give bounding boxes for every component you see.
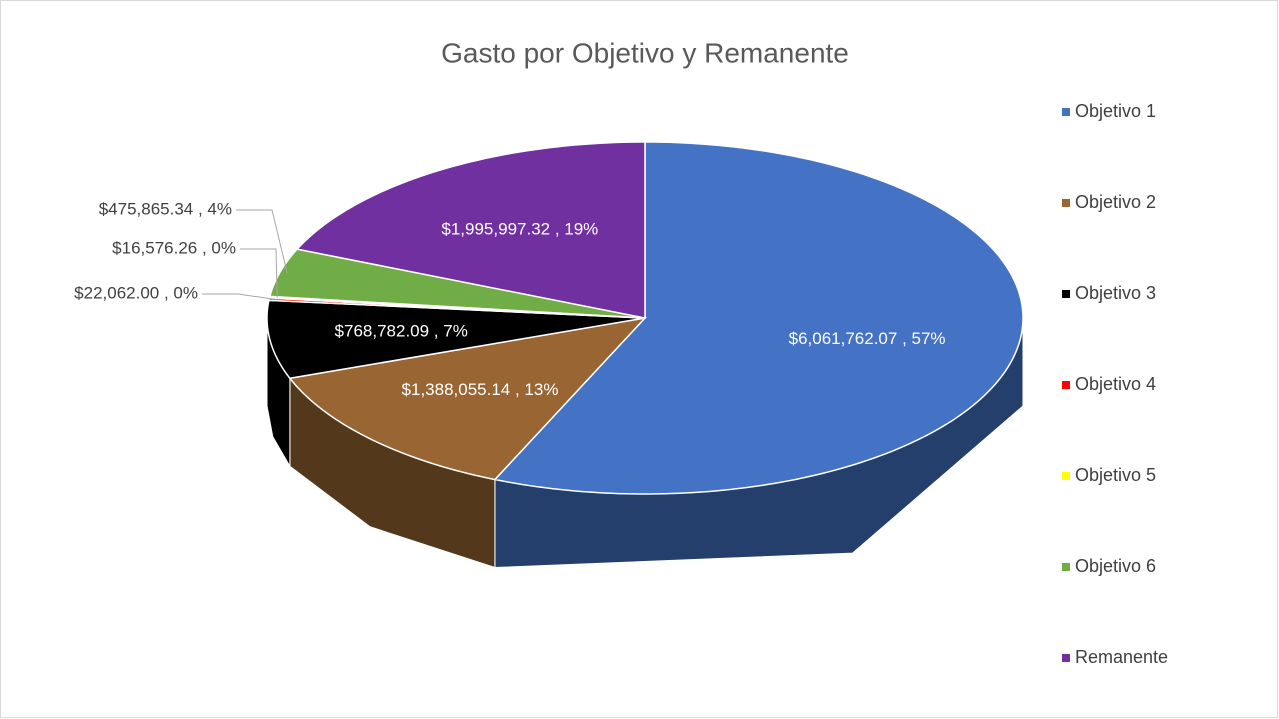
legend-label: Objetivo 6 [1075,556,1156,576]
pie-slice [493,141,1024,495]
data-label: $768,782.09 , 7% [335,322,468,341]
leader-line [202,293,277,301]
pie-tops [266,141,1024,495]
legend-swatch [1062,199,1070,207]
legend-label: Remanente [1075,647,1168,667]
legend: Objetivo 1 Objetivo 2 Objetivo 3 Objetivo 4… [1062,101,1168,667]
leader-line [240,248,278,298]
legend-swatch [1062,563,1070,571]
data-label: $1,995,997.32 , 19% [441,219,598,238]
legend-label: Objetivo 4 [1075,374,1156,394]
legend-label: Objetivo 1 [1075,101,1156,121]
pie-slice [266,299,646,380]
legend-label: Objetivo 2 [1075,192,1156,212]
leader-line [236,209,288,274]
legend-label: Objetivo 3 [1075,283,1156,303]
legend-swatch [1062,381,1070,389]
data-label: $22,062.00 , 0% [74,283,198,302]
data-labels: $6,061,762.07 , 57% $1,388,055.14 , 13% $7… [74,199,945,398]
chart-title: Gasto por Objetivo y Remanente [441,37,849,68]
data-label: $475,865.34 , 4% [99,199,232,218]
pie-slice [295,141,646,319]
data-label: $6,061,762.07 , 57% [789,329,946,348]
data-label: $1,388,055.14 , 13% [402,380,559,399]
legend-swatch [1062,108,1070,116]
legend-label: Objetivo 5 [1075,465,1156,485]
legend-swatch [1062,654,1070,662]
pie-slice [268,248,646,319]
pie-slice [288,316,648,481]
legend-swatch [1062,290,1070,298]
data-label: $16,576.26 , 0% [112,238,236,257]
legend-swatch [1062,472,1070,480]
